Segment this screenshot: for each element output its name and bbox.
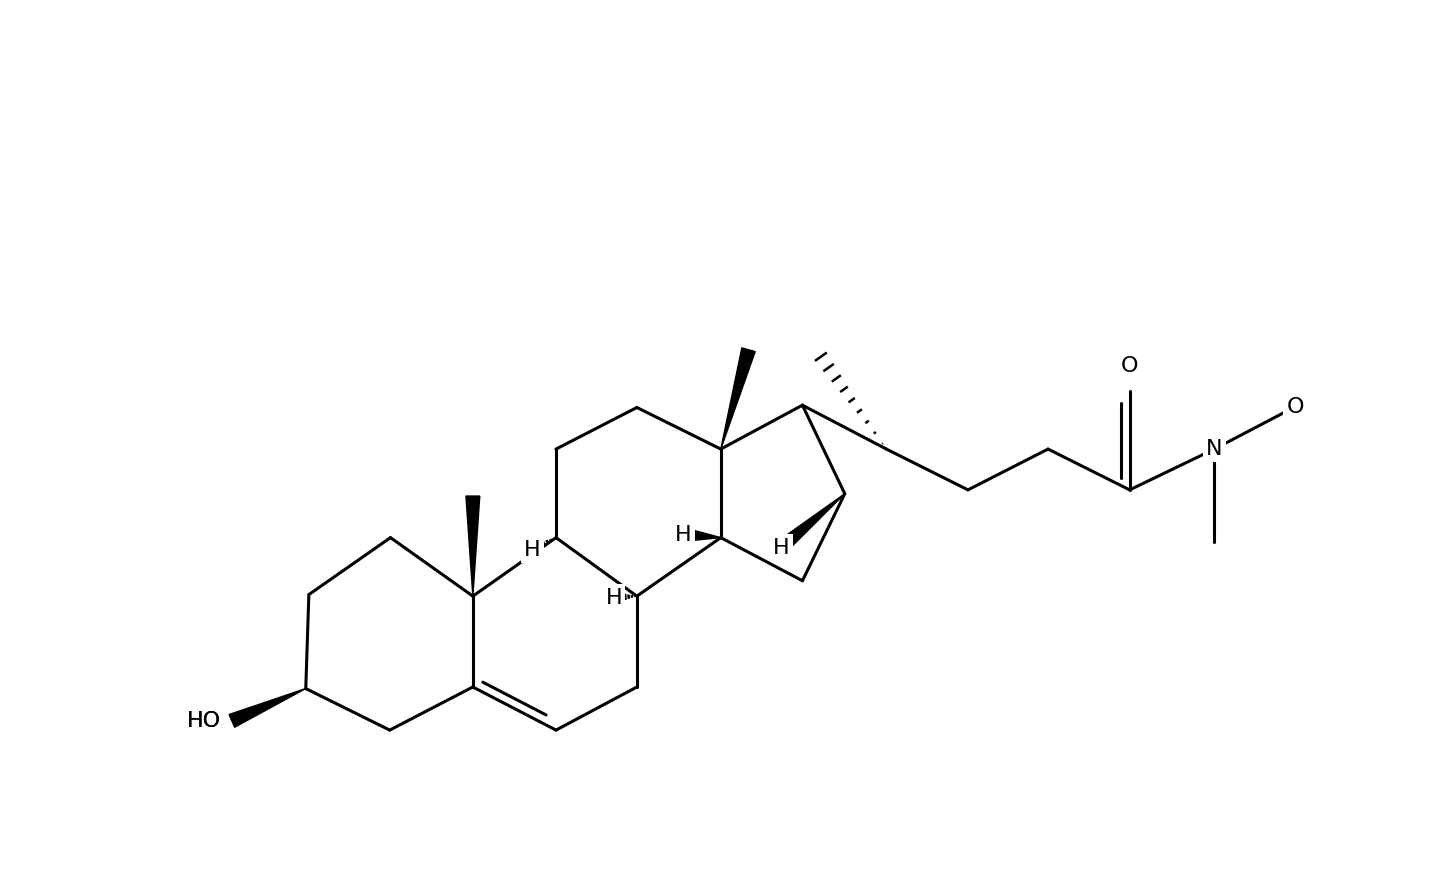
Text: H: H xyxy=(605,587,622,607)
Text: H: H xyxy=(524,540,540,560)
Text: HO: HO xyxy=(186,711,221,731)
Polygon shape xyxy=(683,528,721,542)
Text: O: O xyxy=(1121,356,1138,376)
Text: HO: HO xyxy=(186,711,221,731)
Text: O: O xyxy=(1287,397,1304,417)
Polygon shape xyxy=(721,348,755,449)
Text: H: H xyxy=(773,538,790,558)
Polygon shape xyxy=(230,689,306,727)
Text: H: H xyxy=(674,524,692,545)
Polygon shape xyxy=(466,496,479,596)
Polygon shape xyxy=(777,494,845,553)
Text: N: N xyxy=(1206,439,1223,459)
